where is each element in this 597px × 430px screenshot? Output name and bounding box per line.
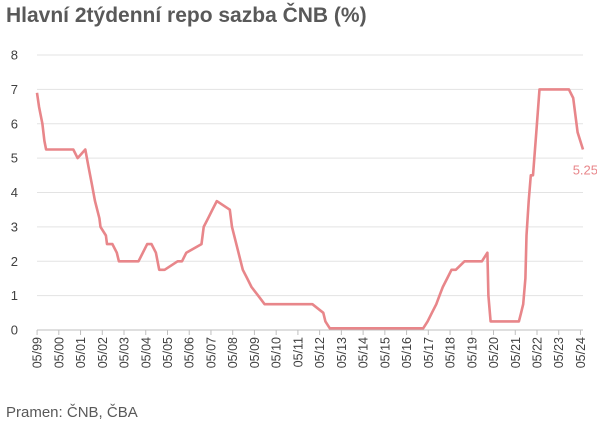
x-tick-label: 05/13 (335, 337, 349, 368)
x-tick-label: 05/11 (291, 337, 305, 367)
x-tick-label: 05/08 (226, 337, 240, 368)
chart-title: Hlavní 2týdenní repo sazba ČNB (%) (6, 4, 367, 27)
x-tick-label: 05/99 (31, 337, 45, 368)
x-tick-label: 05/05 (161, 337, 175, 368)
y-tick-label: 7 (11, 82, 18, 97)
y-tick-label: 5 (11, 151, 18, 166)
y-tick-label: 4 (11, 185, 18, 200)
y-tick-label: 1 (11, 288, 18, 303)
y-tick-label: 3 (11, 219, 18, 234)
x-tick-label: 05/00 (52, 337, 66, 368)
x-tick-label: 05/09 (248, 337, 262, 368)
y-tick-label: 8 (11, 48, 18, 63)
x-tick-label: 05/16 (400, 337, 414, 368)
x-tick-label: 05/21 (509, 337, 523, 368)
x-tick-labels: 05/99 05/00 05/01 05/02 05/03 05/04 05/05 05/06… (31, 330, 588, 368)
x-tick-label: 05/06 (183, 337, 197, 368)
x-tick-label: 05/14 (357, 337, 371, 368)
x-tick-label: 05/12 (313, 337, 327, 368)
x-tick-label: 05/22 (530, 337, 544, 368)
x-tick-label: 05/23 (552, 337, 566, 368)
series-line (35, 88, 585, 330)
x-tick-label: 05/01 (74, 337, 88, 368)
x-tick-label: 05/24 (574, 337, 588, 368)
y-tick-labels: 0 1 2 3 4 5 6 7 8 (11, 48, 18, 338)
y-tick-label: 0 (11, 323, 18, 338)
end-value-label: 5.25 (573, 163, 597, 178)
x-tick-label: 05/17 (422, 337, 436, 368)
source-note: Pramen: ČNB, ČBA (6, 404, 138, 421)
x-tick-label: 05/03 (118, 337, 132, 368)
x-tick-label: 05/07 (204, 337, 218, 368)
x-tick-label: 05/15 (378, 337, 392, 368)
y-tick-label: 6 (11, 116, 18, 131)
x-tick-label: 05/10 (270, 337, 284, 368)
x-tick-label: 05/18 (444, 337, 458, 368)
x-tick-label: 05/19 (465, 337, 479, 368)
y-tick-label: 2 (11, 254, 18, 269)
x-tick-label: 05/02 (96, 337, 110, 368)
gridlines (37, 54, 583, 331)
x-tick-label: 05/20 (487, 337, 501, 368)
x-tick-label: 05/04 (139, 337, 153, 368)
